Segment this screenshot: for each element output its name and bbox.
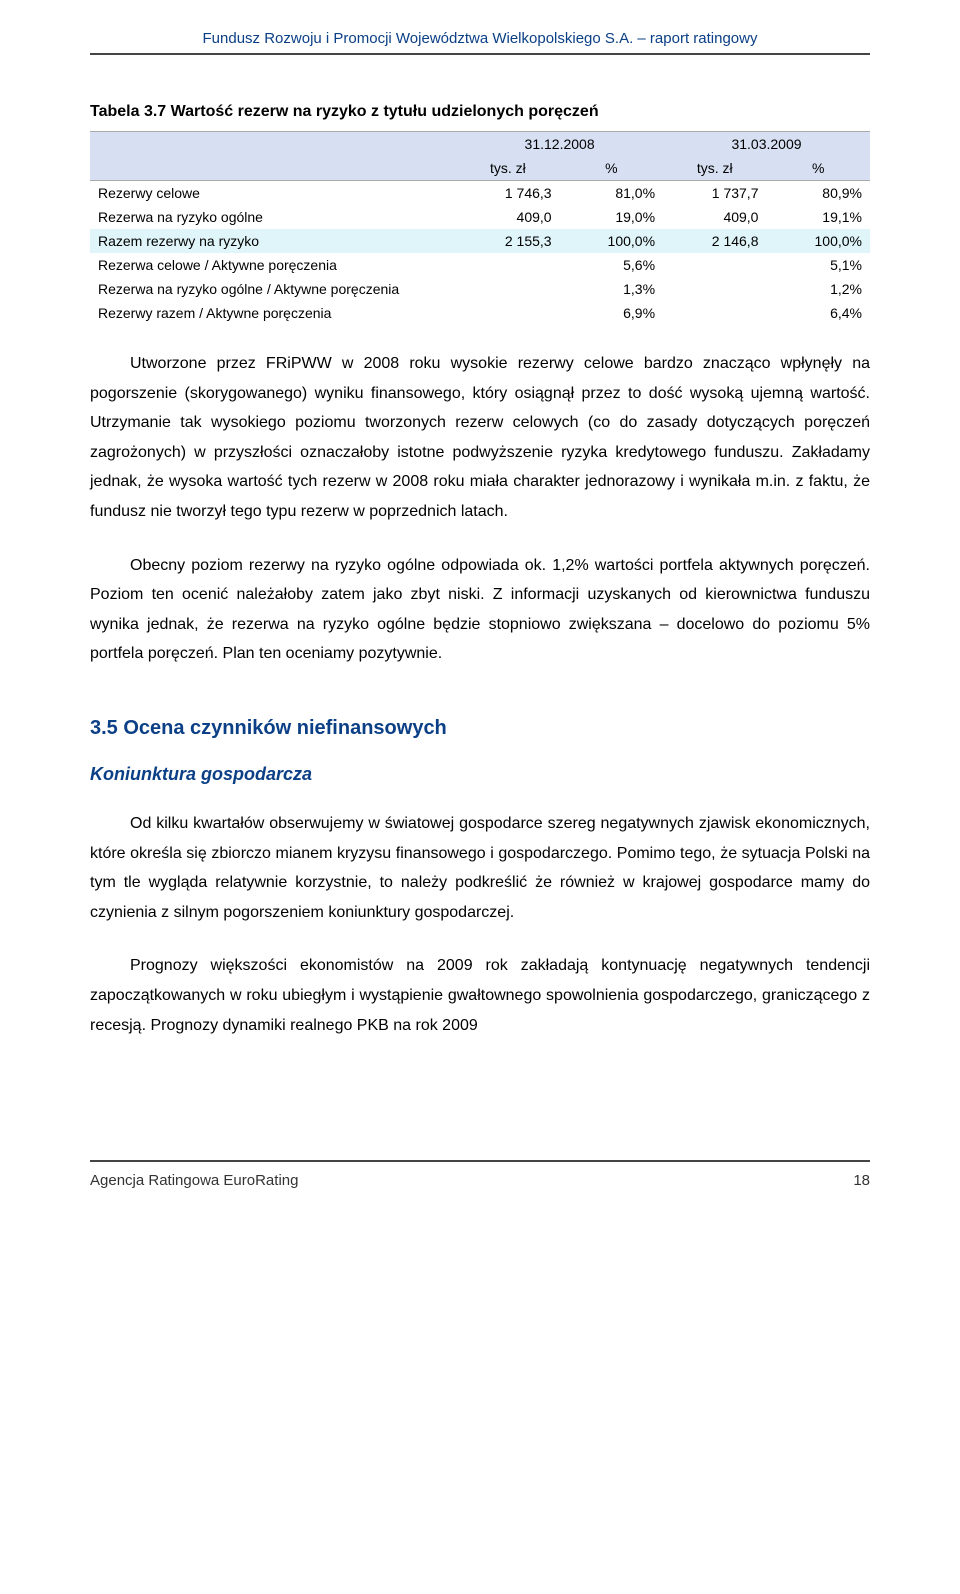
- table-date-col-1: 31.03.2009: [663, 132, 870, 157]
- table-cell: Rezerwa na ryzyko ogólne / Aktywne poręc…: [90, 277, 456, 301]
- paragraph-3: Od kilku kwartałów obserwujemy w światow…: [90, 809, 870, 927]
- paragraph-2: Obecny poziom rezerwy na ryzyko ogólne o…: [90, 551, 870, 669]
- table-cell: 2 155,3: [456, 229, 559, 253]
- page: Fundusz Rozwoju i Promocji Województwa W…: [0, 0, 960, 1594]
- table-cell: 6,4%: [766, 301, 870, 325]
- table-cell: Rezerwy razem / Aktywne poręczenia: [90, 301, 456, 325]
- table-row: Razem rezerwy na ryzyko 2 155,3 100,0% 2…: [90, 229, 870, 253]
- table-cell: Rezerwa celowe / Aktywne poręczenia: [90, 253, 456, 277]
- table-subhead: tys. zł: [456, 156, 559, 181]
- header-rule: [90, 53, 870, 55]
- table-cell: 1,2%: [766, 277, 870, 301]
- table-cell: Razem rezerwy na ryzyko: [90, 229, 456, 253]
- table-cell: 5,6%: [560, 253, 663, 277]
- table-row: Rezerwy razem / Aktywne poręczenia 6,9% …: [90, 301, 870, 325]
- section-heading: 3.5 Ocena czynników niefinansowych: [90, 717, 870, 740]
- footer-rule: [90, 1160, 870, 1162]
- table-cell: [663, 253, 766, 277]
- table-cell: [663, 301, 766, 325]
- table-cell: 1,3%: [560, 277, 663, 301]
- table-cell: [456, 253, 559, 277]
- table-cell: 5,1%: [766, 253, 870, 277]
- table-date-col-0: 31.12.2008: [456, 132, 663, 157]
- table-body: Rezerwy celowe 1 746,3 81,0% 1 737,7 80,…: [90, 181, 870, 326]
- paragraph-1: Utworzone przez FRiPWW w 2008 roku wysok…: [90, 349, 870, 527]
- table-cell: 1 746,3: [456, 181, 559, 206]
- sub-heading: Koniunktura gospodarcza: [90, 764, 870, 785]
- table-cell: 100,0%: [560, 229, 663, 253]
- table-cell: 81,0%: [560, 181, 663, 206]
- paragraph-4: Prognozy większości ekonomistów na 2009 …: [90, 951, 870, 1040]
- table-cell: [456, 277, 559, 301]
- table-cell: 409,0: [663, 205, 766, 229]
- table-cell: 80,9%: [766, 181, 870, 206]
- footer: Agencja Ratingowa EuroRating 18: [90, 1172, 870, 1189]
- running-header: Fundusz Rozwoju i Promocji Województwa W…: [90, 30, 870, 47]
- table-cell: 2 146,8: [663, 229, 766, 253]
- table-cell: [663, 277, 766, 301]
- table-cell: 6,9%: [560, 301, 663, 325]
- table-corner: [90, 132, 456, 157]
- table-row: Rezerwa na ryzyko ogólne 409,0 19,0% 409…: [90, 205, 870, 229]
- table-cell: Rezerwa na ryzyko ogólne: [90, 205, 456, 229]
- table-subhead-blank: [90, 156, 456, 181]
- page-number: 18: [853, 1172, 870, 1189]
- table-subhead: %: [766, 156, 870, 181]
- table-caption: Tabela 3.7 Wartość rezerw na ryzyko z ty…: [90, 103, 870, 121]
- table-row: Rezerwa celowe / Aktywne poręczenia 5,6%…: [90, 253, 870, 277]
- table-subhead: %: [560, 156, 663, 181]
- table-cell: 19,1%: [766, 205, 870, 229]
- table-row: Rezerwy celowe 1 746,3 81,0% 1 737,7 80,…: [90, 181, 870, 206]
- table-cell: [456, 301, 559, 325]
- table-cell: 1 737,7: [663, 181, 766, 206]
- table-row: Rezerwa na ryzyko ogólne / Aktywne poręc…: [90, 277, 870, 301]
- table-cell: 409,0: [456, 205, 559, 229]
- table-cell: 19,0%: [560, 205, 663, 229]
- footer-left: Agencja Ratingowa EuroRating: [90, 1172, 298, 1189]
- table-cell: Rezerwy celowe: [90, 181, 456, 206]
- reserves-table: 31.12.2008 31.03.2009 tys. zł % tys. zł …: [90, 131, 870, 325]
- table-subhead: tys. zł: [663, 156, 766, 181]
- table-cell: 100,0%: [766, 229, 870, 253]
